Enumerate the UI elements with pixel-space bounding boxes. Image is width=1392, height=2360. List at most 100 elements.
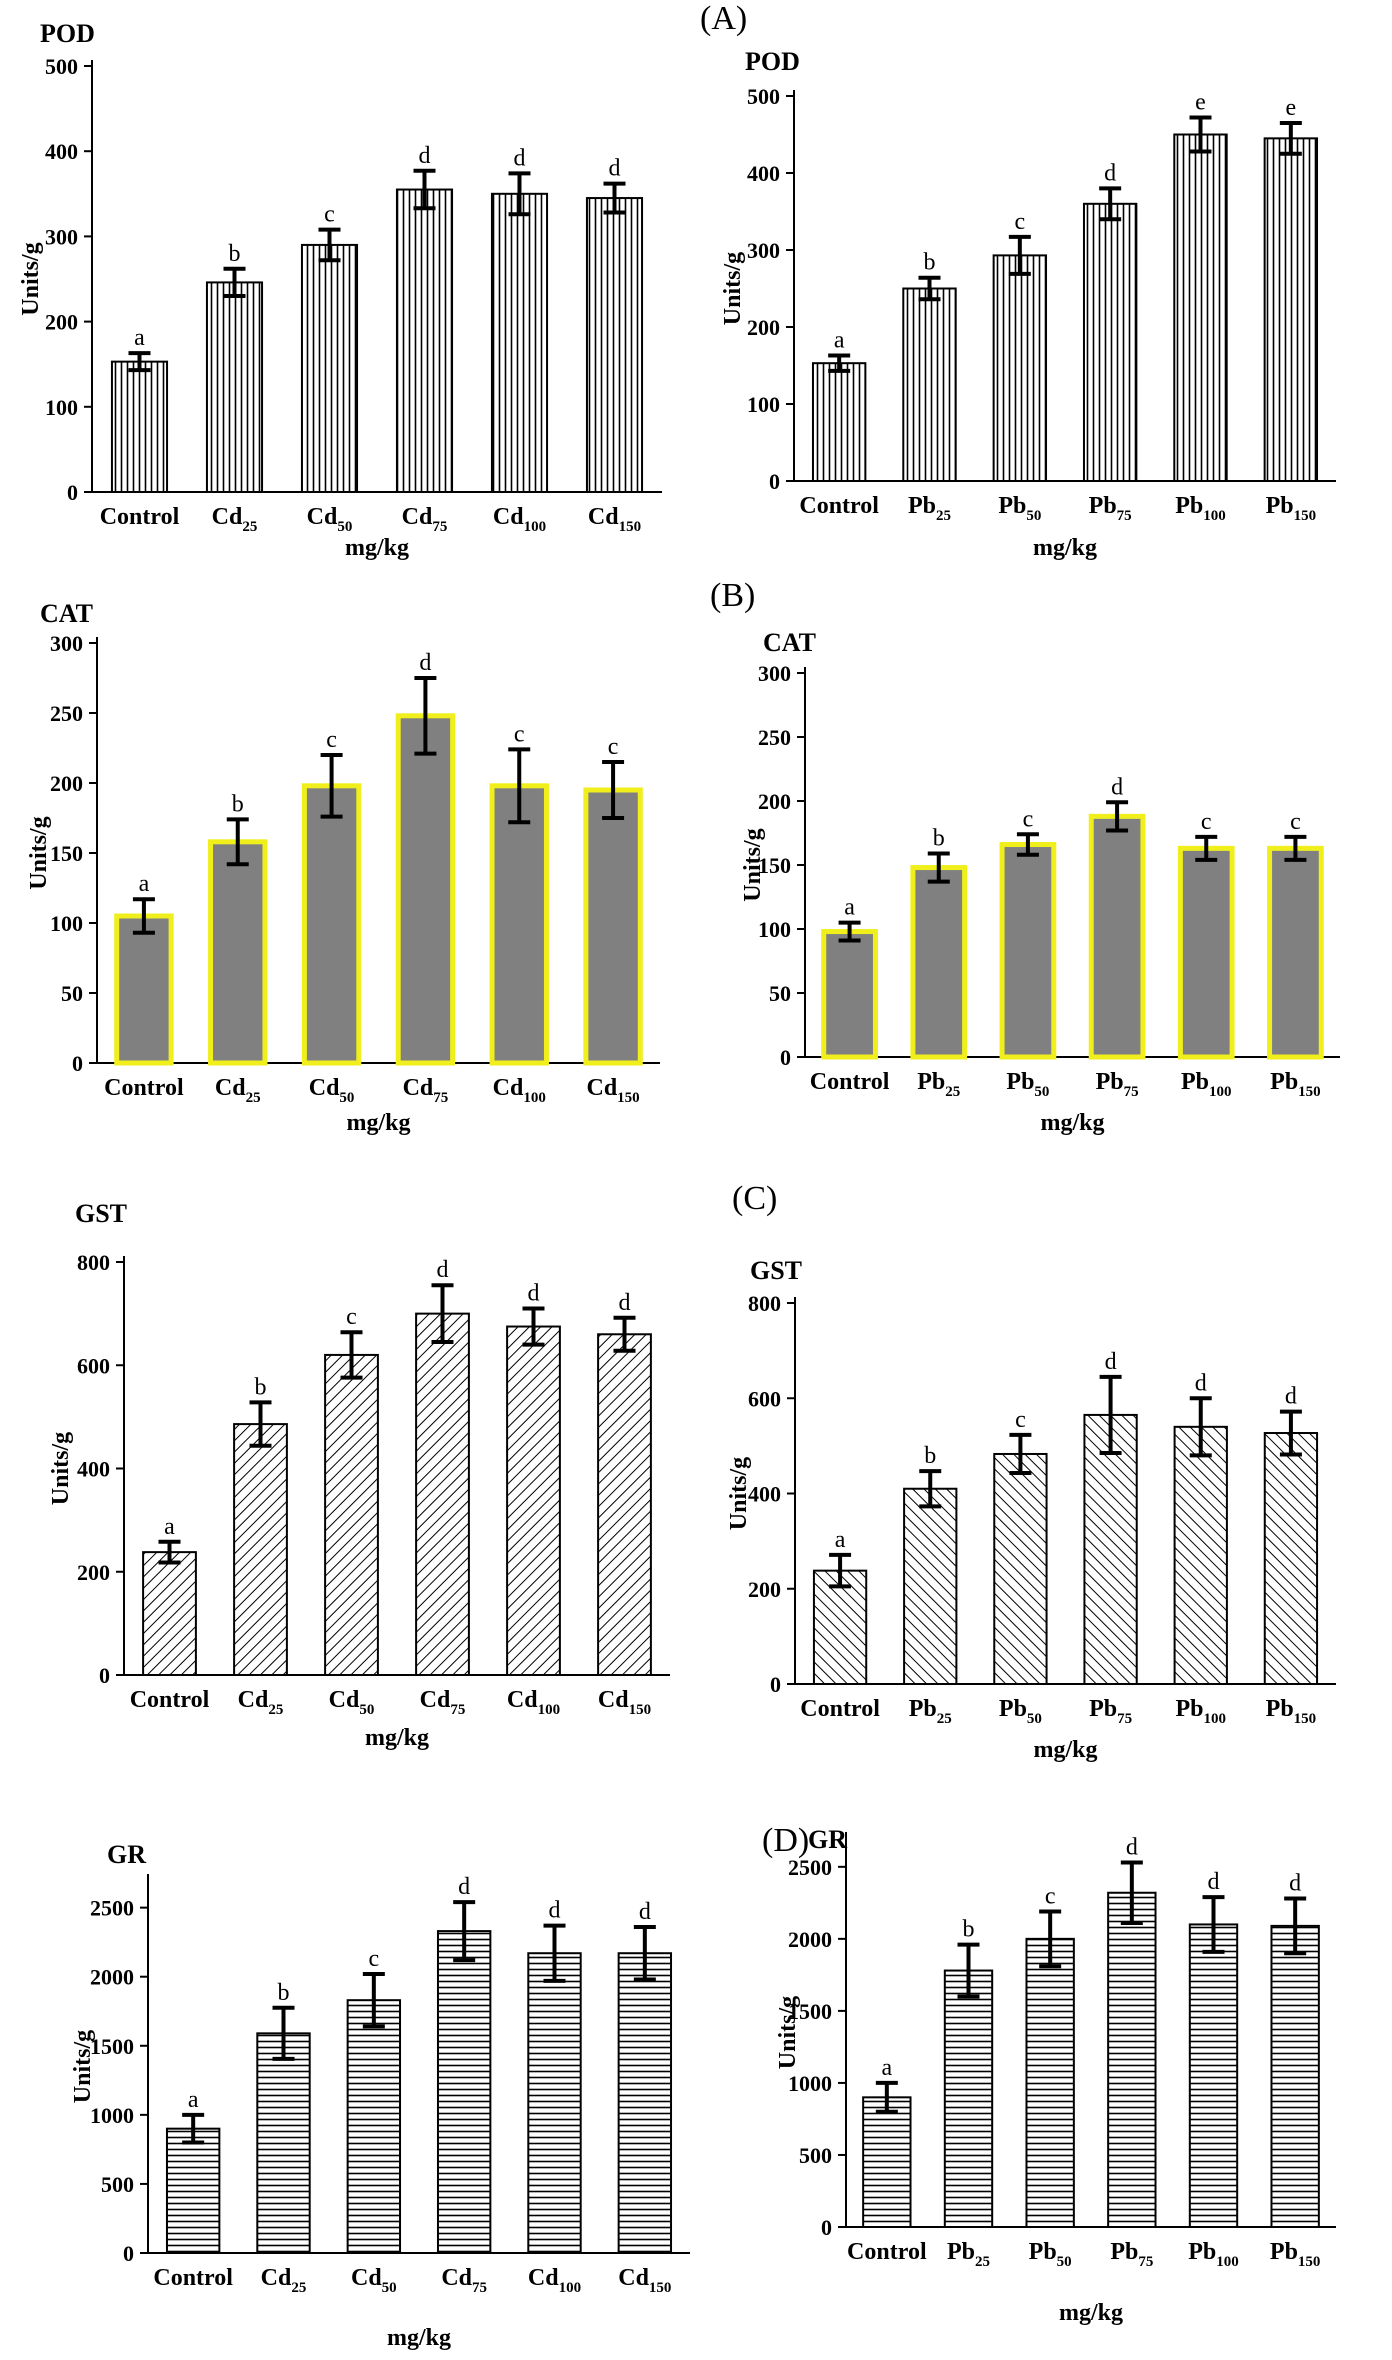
category-subscript: 25 [937,1711,952,1727]
category-label: Pb150 [1270,2239,1321,2270]
y-tick-label: 500 [799,2143,832,2168]
y-tick-label: 250 [50,701,83,726]
y-tick-label: 100 [45,395,78,420]
category-subscript: 75 [450,1702,465,1718]
category-subscript: 100 [523,1090,546,1106]
category-base: Cd [420,1687,451,1713]
y-tick-label: 500 [747,84,780,109]
y-tick-label: 1000 [90,2103,134,2128]
category-base: Pb [1270,1069,1298,1095]
bar [1177,845,1235,1060]
y-tick-label: 0 [67,480,78,505]
category-label: Cd75 [420,1687,466,1718]
category-label: Pb150 [1266,1696,1317,1727]
category-base: Pb [1089,1696,1117,1722]
category-label: Cd150 [598,1687,651,1718]
y-tick-label: 300 [45,224,78,249]
category-base: Cd [528,2265,559,2291]
category-label: Cd75 [403,1075,449,1106]
category-label: Pb75 [1096,1069,1139,1100]
significance-letter: d [528,1280,540,1306]
category-base: Control [799,493,879,519]
y-axis-label: Units/g [18,242,44,315]
category-subscript: 100 [559,2280,582,2296]
chart-gst-cd: GST0200400600800Units/gaControlbCd25cCd5… [48,1199,670,1751]
significance-letter: c [608,734,619,760]
category-label: Cd50 [351,2265,397,2296]
significance-letter: d [1285,1384,1297,1410]
significance-letter: d [458,1874,470,1900]
category-label: Control [104,1075,184,1101]
bar [1083,1413,1138,1685]
category-label: Pb150 [1270,1069,1321,1100]
y-tick-label: 0 [821,2215,832,2240]
category-subscript: 75 [1117,1711,1132,1727]
category-subscript: 25 [246,1090,261,1106]
category-subscript: 50 [1027,1711,1042,1727]
category-subscript: 25 [268,1702,283,1718]
category-base: Pb [1266,493,1294,519]
y-tick-label: 400 [45,139,78,164]
category-label: Pb25 [917,1069,960,1100]
panel-label-d: (D) [762,1822,810,1859]
bar [583,787,643,1066]
bar [999,842,1057,1060]
chart-gr-cd: GR 0 500 1000 1500 2000 2500 Units/g a Control b Cd… [70,1840,690,2351]
x-axis-label: mg/kg [1033,535,1097,561]
category-label: Cd75 [441,2265,487,2296]
category-label: Pb50 [1029,2239,1072,2270]
bar [395,188,454,493]
category-base: Cd [212,504,243,530]
panel-label-b: (B) [710,577,756,614]
bar [527,1952,582,2254]
category-subscript: 50 [337,519,352,535]
significance-letter: d [1105,1349,1117,1375]
category-label: Pb75 [1110,2239,1153,2270]
category-label: Cd100 [528,2265,581,2296]
chart-title: CAT [40,599,93,628]
significance-letter: d [1195,1370,1207,1396]
chart-title: GR [808,1825,847,1854]
category-base: Cd [403,1075,434,1101]
category-base: Cd [441,2265,472,2291]
category-base: Cd [329,1687,360,1713]
chart-pod-cd: POD0100200300400500Units/gaControlbCd25c… [18,19,662,561]
bar [436,1930,492,2255]
y-tick-label: 200 [45,310,78,335]
bar [165,2127,221,2255]
y-tick-label: 2000 [788,1927,832,1952]
panel-label-a: (A) [700,0,748,37]
y-tick-label: 100 [50,911,83,936]
category-label: Pb100 [1188,2239,1239,2270]
category-label: Control [810,1069,890,1095]
bar [506,1325,561,1676]
category-subscript: 75 [472,2280,487,2296]
bar [1267,845,1324,1060]
category-label: Cd100 [507,1687,560,1718]
y-tick-label: 300 [758,661,791,686]
bar [1082,202,1138,483]
y-tick-label: 300 [50,631,83,656]
y-tick-label: 100 [758,917,791,942]
category-subscript: 75 [1117,508,1132,524]
category-subscript: 25 [242,519,257,535]
category-base: Pb [1089,493,1117,519]
bar [300,243,359,493]
bar [208,839,268,1066]
y-tick-label: 2000 [90,1965,134,1990]
chart-title: GST [75,1199,127,1228]
y-tick-label: 100 [747,392,780,417]
significance-letter: c [1045,1883,1056,1909]
x-axis-label: mg/kg [1033,1737,1097,1763]
category-base: Cd [493,504,524,530]
chart-cat-pb: CAT050100150200250300Units/gaControlbPb2… [740,628,1340,1136]
category-label: Cd100 [493,504,546,535]
bar [597,1333,652,1677]
category-label: Cd25 [261,2265,307,2296]
bar [1263,1432,1319,1685]
significance-letter: c [326,727,337,753]
significance-letter: a [164,1514,175,1540]
category-subscript: 150 [1294,508,1317,524]
significance-letter: c [1201,809,1212,835]
significance-letter: d [609,156,621,182]
